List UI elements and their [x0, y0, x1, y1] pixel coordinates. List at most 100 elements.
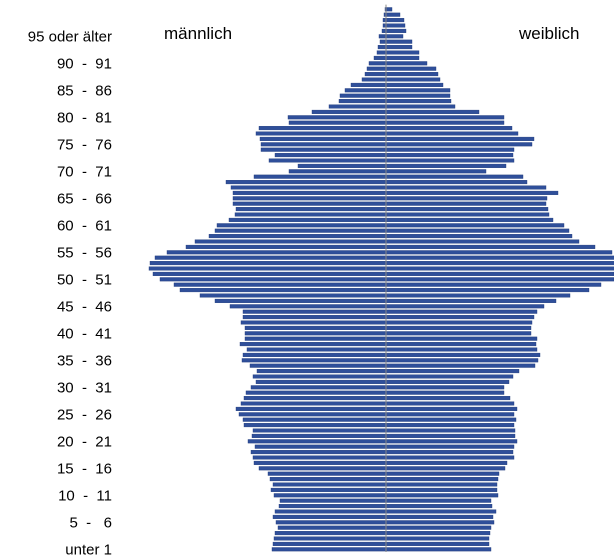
male-bar-age-46 [214, 298, 387, 303]
age-label-30: 30 - 31 [57, 379, 112, 396]
male-bar-age-52 [148, 266, 387, 271]
male-bar-age-45 [229, 304, 387, 309]
female-bar-age-66 [385, 190, 559, 195]
female-bar-age-24 [385, 417, 517, 422]
female-bar-age-68 [385, 180, 528, 185]
male-bar-age-56 [185, 244, 387, 249]
female-bar-age-67 [385, 185, 547, 190]
male-bar-age-91 [373, 55, 387, 60]
female-bar-age-62 [385, 212, 550, 217]
female-bar-age-53 [385, 261, 614, 266]
male-bar-age-4 [277, 525, 387, 530]
female-bar-age-95 [385, 34, 404, 39]
male-bar-age-70 [288, 169, 387, 174]
female-bar-age-77 [385, 131, 519, 136]
age-label-95: 95 oder älter [28, 28, 112, 45]
female-bar-age-73 [385, 153, 514, 158]
female-bar-age-97 [385, 23, 406, 28]
female-bar-age-36 [385, 352, 541, 357]
male-bar-age-68 [225, 180, 387, 185]
age-label-85: 85 - 86 [57, 82, 112, 99]
male-bar-age-24 [242, 417, 387, 422]
female-bar-age-7 [385, 509, 497, 514]
female-bar-age-26 [385, 406, 518, 411]
male-bar-age-59 [214, 228, 387, 233]
male-bar-age-16 [253, 460, 387, 465]
male-bar-age-18 [250, 450, 387, 455]
male-bar-age-87 [361, 77, 387, 82]
male-bar-age-67 [230, 185, 387, 190]
male-bar-age-43 [242, 315, 387, 320]
male-bar-age-15 [258, 466, 387, 471]
female-bar-age-80 [385, 115, 505, 120]
female-bar-age-12 [385, 482, 498, 487]
female-bar-age-5 [385, 520, 495, 525]
female-side-label: weiblich [518, 24, 579, 43]
male-bar-age-81 [311, 109, 387, 114]
female-bar-age-47 [385, 293, 571, 298]
male-bar-age-32 [252, 374, 387, 379]
male-bar-age-55 [166, 250, 387, 255]
male-bar-age-95 [378, 34, 387, 39]
age-label-70: 70 - 71 [57, 163, 112, 180]
age-label-55: 55 - 56 [57, 244, 112, 261]
female-bar-age-30 [385, 385, 505, 390]
male-bar-age-96 [381, 28, 387, 33]
male-bar-age-37 [246, 347, 387, 352]
bars-group [148, 7, 614, 552]
male-bar-age-8 [278, 504, 387, 509]
female-bar-age-84 [385, 93, 451, 98]
age-label-45: 45 - 46 [57, 298, 112, 315]
male-bar-age-65 [232, 196, 387, 201]
female-bar-age-23 [385, 423, 515, 428]
female-bar-age-69 [385, 174, 524, 179]
female-bar-age-99 [385, 12, 401, 17]
male-bar-age-35 [241, 358, 387, 363]
male-bar-age-41 [244, 325, 387, 330]
female-bar-age-82 [385, 104, 456, 109]
female-bar-age-78 [385, 126, 513, 131]
male-bar-age-57 [194, 239, 387, 244]
female-bar-age-22 [385, 428, 516, 433]
male-bar-age-33 [256, 369, 387, 374]
female-bar-age-35 [385, 358, 539, 363]
male-bar-age-78 [258, 126, 387, 131]
female-bar-age-81 [385, 109, 480, 114]
female-bar-age-75 [385, 142, 533, 147]
female-bar-age-38 [385, 342, 537, 347]
female-bar-age-94 [385, 39, 413, 44]
female-bar-age-89 [385, 66, 437, 71]
female-bar-age-17 [385, 455, 515, 460]
age-label-15: 15 - 16 [57, 460, 112, 477]
female-bar-age-28 [385, 396, 511, 401]
female-bar-age-50 [385, 277, 614, 282]
male-bar-age-77 [255, 131, 387, 136]
male-bar-age-51 [152, 271, 387, 276]
male-bar-age-34 [249, 363, 387, 368]
male-bar-age-5 [275, 520, 387, 525]
female-bar-age-0 [385, 547, 492, 552]
female-bar-age-55 [385, 250, 613, 255]
male-bar-age-84 [339, 93, 387, 98]
age-label-25: 25 - 26 [57, 406, 112, 423]
age-label-75: 75 - 76 [57, 136, 112, 153]
male-bar-age-14 [267, 471, 387, 476]
female-bar-age-70 [385, 169, 487, 174]
female-bar-age-74 [385, 147, 515, 152]
male-bar-age-76 [259, 136, 387, 141]
male-bar-age-9 [279, 498, 387, 503]
male-bar-age-50 [159, 277, 387, 282]
female-bar-age-37 [385, 347, 538, 352]
female-bar-age-33 [385, 369, 520, 374]
male-bar-age-22 [252, 428, 387, 433]
male-bar-age-42 [240, 320, 387, 325]
female-bar-age-85 [385, 88, 451, 93]
female-bar-age-46 [385, 298, 557, 303]
male-bar-age-7 [274, 509, 387, 514]
male-bar-age-79 [288, 120, 387, 125]
female-bar-age-64 [385, 201, 547, 206]
male-bar-age-62 [234, 212, 387, 217]
female-bar-age-39 [385, 336, 538, 341]
male-bar-age-90 [368, 61, 387, 66]
